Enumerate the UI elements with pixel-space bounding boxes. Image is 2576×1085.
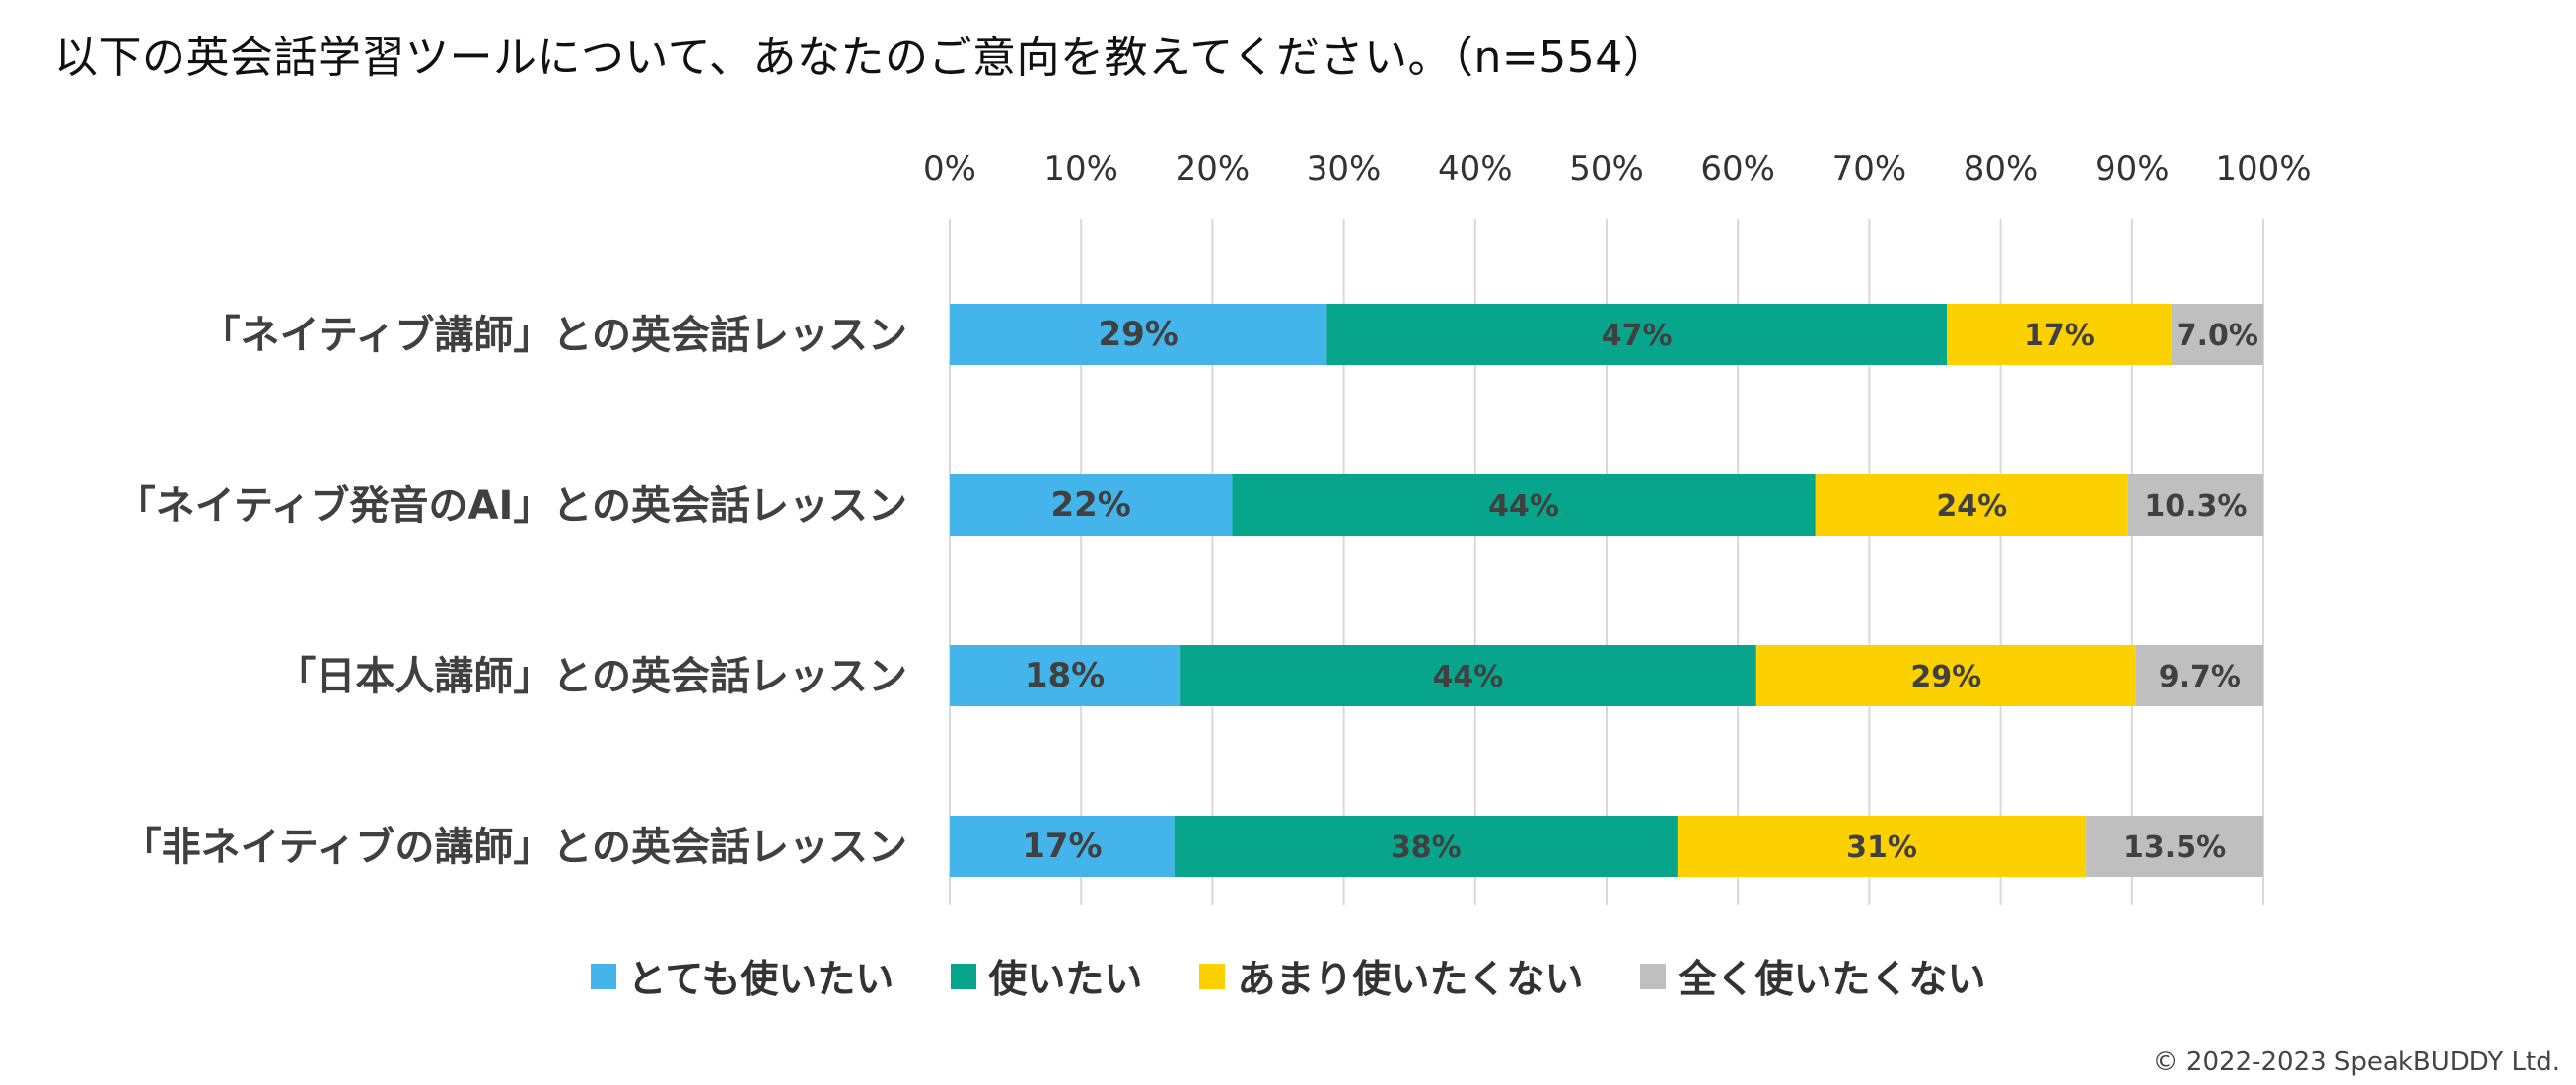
bar-segment: [2171, 304, 2263, 365]
legend-swatch: [590, 964, 616, 989]
bar-segment: [1815, 474, 2128, 536]
category-label: 「日本人講師」との英会話レッスン: [276, 654, 907, 699]
x-tick-label: 20%: [1176, 149, 1251, 188]
x-tick-label: 0%: [923, 149, 976, 188]
bar-segment: [2135, 645, 2263, 706]
x-tick-label: 100%: [2215, 149, 2311, 188]
x-tick-label: 60%: [1700, 149, 1775, 188]
legend-label: あまり使いたくない: [1237, 958, 1584, 1002]
legend-item: 使いたい: [951, 949, 1142, 1004]
bar-segment: [950, 645, 1181, 706]
data-label: 44%: [1433, 660, 1504, 694]
data-label: 44%: [1488, 489, 1559, 524]
legend-label: とても使いたい: [627, 958, 894, 1002]
bar-segment: [1946, 304, 2172, 365]
x-tick-label: 80%: [1964, 149, 2039, 188]
data-label: 47%: [1602, 319, 1673, 353]
legend-swatch: [1199, 964, 1226, 989]
legend-item: とても使いたい: [590, 949, 894, 1004]
data-label: 17%: [2024, 319, 2095, 353]
category-label: 「非ネイティブの講師」との英会話レッスン: [122, 825, 907, 870]
data-label: 24%: [1936, 489, 2007, 524]
bar-segment: [950, 474, 1233, 536]
bar-segment: [1326, 304, 1947, 365]
legend-label: 全く使いたくない: [1678, 958, 1986, 1002]
legend-label: 使いたい: [988, 958, 1143, 1002]
legend-item: あまり使いたくない: [1199, 949, 1583, 1004]
data-label: 18%: [1025, 656, 1105, 695]
x-tick-label: 10%: [1043, 149, 1118, 188]
bar-segment: [1174, 816, 1678, 877]
legend-swatch: [951, 964, 977, 989]
data-label: 9.7%: [2159, 660, 2241, 694]
bar-segment: [2086, 816, 2263, 877]
data-label: 17%: [1022, 827, 1102, 866]
data-label: 31%: [1846, 831, 1917, 865]
copyright-notice: © 2022-2023 SpeakBUDDY Ltd.: [2152, 1048, 2560, 1077]
x-tick-label: 50%: [1569, 149, 1644, 188]
category-label: 「ネイティブ発音のAI」との英会話レッスン: [116, 483, 907, 529]
bar-segment: [2127, 474, 2263, 536]
bar-segment: [950, 304, 1327, 365]
chart-title: 以下の英会話学習ツールについて、あなたのご意向を教えてください。（n=554）: [54, 33, 1668, 83]
data-label: 7.0%: [2177, 319, 2258, 353]
chart-legend: とても使いたい 使いたい あまり使いたくない 全く使いたくない: [0, 949, 2576, 1004]
data-label: 10.3%: [2144, 489, 2247, 524]
bar-segment: [1755, 645, 2136, 706]
data-label: 29%: [1098, 315, 1178, 354]
data-label: 22%: [1050, 485, 1130, 525]
x-tick-label: 40%: [1438, 149, 1513, 188]
data-label: 38%: [1391, 831, 1462, 865]
legend-item: 全く使いたくない: [1640, 949, 1985, 1004]
legend-swatch: [1640, 964, 1667, 989]
x-tick-label: 70%: [1832, 149, 1907, 188]
data-label: 29%: [1910, 660, 1981, 694]
bar-segment: [1232, 474, 1816, 536]
category-label: 「ネイティブ講師」との英会話レッスン: [201, 313, 907, 358]
bar-segment: [950, 816, 1175, 877]
data-label: 13.5%: [2123, 831, 2226, 865]
bar-segment: [1180, 645, 1756, 706]
bar-segment: [1677, 816, 2087, 877]
x-tick-label: 30%: [1307, 149, 1382, 188]
x-tick-label: 90%: [2095, 149, 2170, 188]
